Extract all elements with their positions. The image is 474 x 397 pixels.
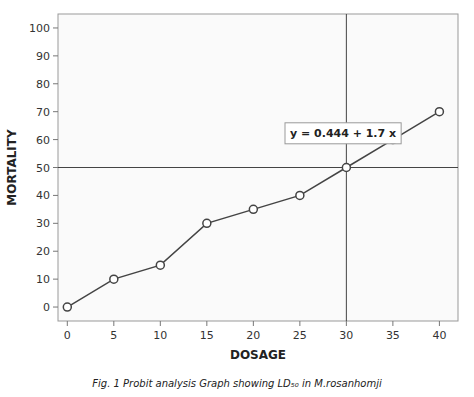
y-tick <box>53 223 58 224</box>
y-tick <box>53 139 58 140</box>
y-tick-label: 50 <box>36 162 50 175</box>
x-axis-label: DOSAGE <box>230 348 286 362</box>
data-point <box>110 275 118 283</box>
x-tick-label: 35 <box>386 329 400 342</box>
y-tick-label: 60 <box>36 134 50 147</box>
y-tick-label: 0 <box>43 301 50 314</box>
x-tick <box>160 321 161 326</box>
x-tick-label: 5 <box>110 329 117 342</box>
x-tick <box>113 321 114 326</box>
y-axis-label: MORTALITY <box>5 129 19 206</box>
y-tick-label: 10 <box>36 273 50 286</box>
plot-frame <box>58 14 458 321</box>
y-tick-label: 30 <box>36 217 50 230</box>
y-tick <box>53 195 58 196</box>
data-point <box>156 261 164 269</box>
y-tick-label: 70 <box>36 106 50 119</box>
x-tick-label: 15 <box>200 329 214 342</box>
x-tick <box>67 321 68 326</box>
x-tick <box>392 321 393 326</box>
x-tick <box>299 321 300 326</box>
data-point <box>435 108 443 116</box>
y-tick <box>53 307 58 308</box>
data-point <box>203 219 211 227</box>
y-tick <box>53 55 58 56</box>
caption: Fig. 1 Probit analysis Graph showing LD₅… <box>92 378 382 389</box>
y-tick <box>53 27 58 28</box>
x-tick <box>253 321 254 326</box>
y-tick-label: 40 <box>36 189 50 202</box>
x-tick-label: 10 <box>153 329 167 342</box>
y-tick <box>53 251 58 252</box>
data-point <box>342 164 350 172</box>
annotation-text: y = 0.444 + 1.7 x <box>290 127 396 140</box>
x-tick-label: 0 <box>64 329 71 342</box>
data-point <box>63 303 71 311</box>
x-tick-label: 20 <box>246 329 260 342</box>
plot-area <box>58 14 458 321</box>
x-tick <box>439 321 440 326</box>
y-tick-label: 90 <box>36 50 50 63</box>
y-tick <box>53 167 58 168</box>
x-tick-label: 40 <box>432 329 446 342</box>
data-point <box>249 205 257 213</box>
y-tick-label: 80 <box>36 78 50 91</box>
y-tick <box>53 83 58 84</box>
reference-line <box>58 167 458 168</box>
y-tick-label: 100 <box>29 22 50 35</box>
annotation: y = 0.444 + 1.7 x <box>285 123 401 144</box>
y-tick <box>53 279 58 280</box>
x-tick <box>346 321 347 326</box>
x-tick-label: 30 <box>339 329 353 342</box>
data-point <box>296 191 304 199</box>
x-tick <box>206 321 207 326</box>
data-line <box>67 112 439 307</box>
annotation-box <box>285 123 401 144</box>
y-tick <box>53 111 58 112</box>
chart: 0 5 10 15 20 25 30 35 40 0 10 20 30 40 50 60 70 80 90 100 y … <box>0 0 474 397</box>
y-tick-label: 20 <box>36 245 50 258</box>
x-tick-label: 25 <box>293 329 307 342</box>
